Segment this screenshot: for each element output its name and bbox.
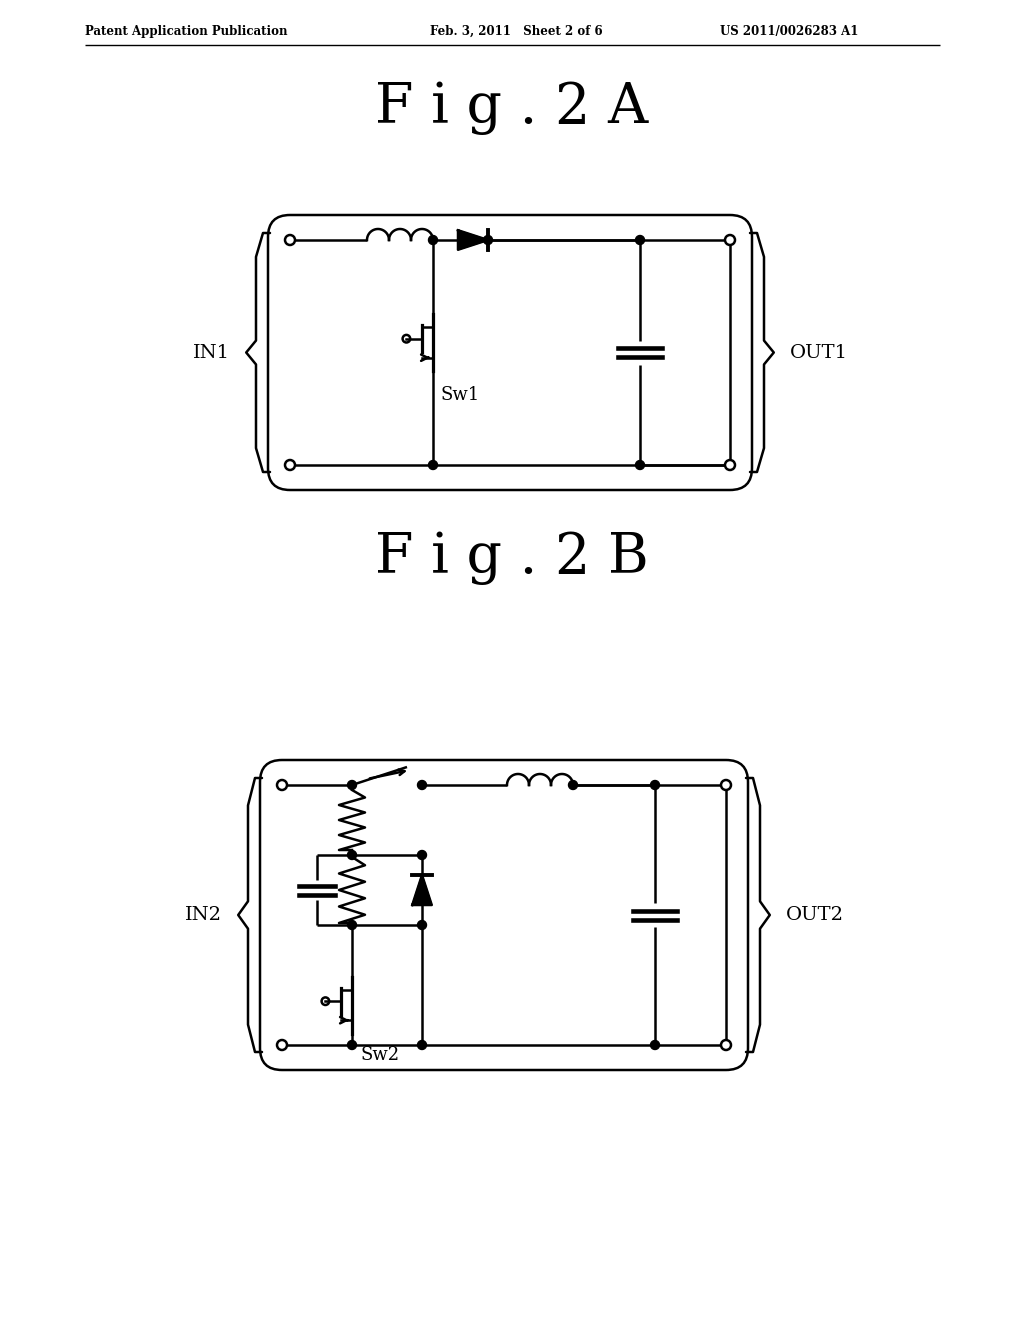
Circle shape: [418, 850, 427, 859]
FancyBboxPatch shape: [260, 760, 748, 1071]
Circle shape: [483, 235, 493, 244]
Text: IN1: IN1: [193, 343, 230, 362]
Circle shape: [347, 850, 356, 859]
Circle shape: [347, 920, 356, 929]
Text: Sw2: Sw2: [360, 1045, 399, 1064]
Circle shape: [568, 780, 578, 789]
Text: US 2011/0026283 A1: US 2011/0026283 A1: [720, 25, 858, 38]
Text: OUT2: OUT2: [786, 906, 844, 924]
Circle shape: [418, 920, 427, 929]
Text: IN2: IN2: [185, 906, 222, 924]
Circle shape: [347, 1040, 356, 1049]
Text: F i g . 2 A: F i g . 2 A: [376, 81, 648, 135]
Text: Sw1: Sw1: [441, 385, 480, 404]
Circle shape: [636, 461, 644, 470]
Text: Feb. 3, 2011   Sheet 2 of 6: Feb. 3, 2011 Sheet 2 of 6: [430, 25, 603, 38]
Text: Patent Application Publication: Patent Application Publication: [85, 25, 288, 38]
Circle shape: [347, 780, 356, 789]
Text: OUT1: OUT1: [790, 343, 848, 362]
Polygon shape: [413, 875, 432, 906]
Circle shape: [418, 1040, 427, 1049]
Circle shape: [418, 780, 427, 789]
FancyBboxPatch shape: [268, 215, 752, 490]
Circle shape: [636, 235, 644, 244]
Polygon shape: [458, 230, 488, 249]
Circle shape: [428, 461, 437, 470]
Text: F i g . 2 B: F i g . 2 B: [375, 531, 649, 585]
Circle shape: [428, 235, 437, 244]
Circle shape: [650, 1040, 659, 1049]
Circle shape: [650, 780, 659, 789]
